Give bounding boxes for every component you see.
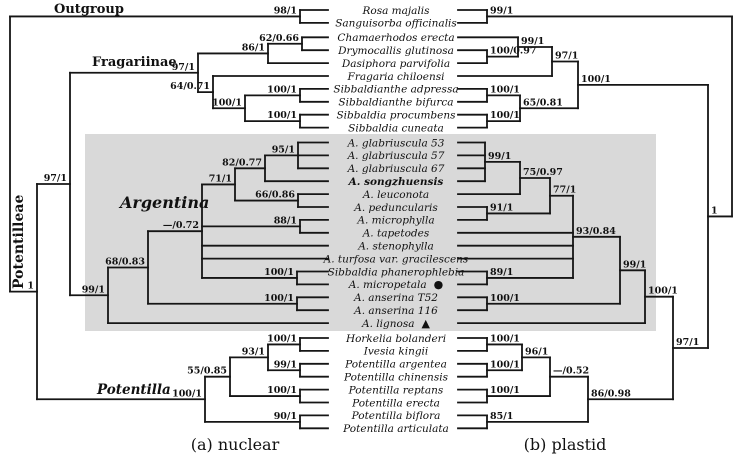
support-value: 90/1 (274, 411, 297, 422)
support-value: 100/1 (648, 286, 678, 297)
tip-label: Potentilla biflora (351, 410, 441, 422)
tip-label: Sibbaldia cuneata (348, 122, 444, 134)
tip-label: Potentilla chinensis (343, 372, 449, 384)
support-value: 100/1 (264, 293, 294, 304)
support-value: 100/0.97 (490, 46, 536, 57)
support-value: 100/1 (581, 74, 611, 85)
support-value: 99/1 (623, 259, 646, 270)
support-value: 100/1 (212, 97, 242, 108)
tip-label: A. peduncularis (353, 202, 438, 214)
tip-label: Sibbaldia phanerophlebia (328, 266, 465, 278)
support-value: 89/1 (490, 267, 513, 278)
support-value: 98/1 (274, 5, 297, 16)
support-value: 1 (27, 281, 34, 292)
support-value: 97/1 (676, 337, 699, 348)
tip-label: Potentilla articulata (342, 423, 449, 435)
support-value: 86/1 (242, 42, 265, 53)
tip-label: Sibbaldianthe adpressa (333, 84, 458, 96)
support-value: 77/1 (553, 185, 576, 196)
support-value: 91/1 (490, 202, 513, 213)
support-value: 55/0.85 (187, 366, 227, 377)
tip-label: Ivesia kingii (363, 346, 429, 358)
tip-label: A. tapetodes (362, 228, 430, 240)
potentilla-label: Potentilla (97, 382, 171, 398)
filled-circle-marker: ● (434, 278, 444, 291)
potentilleae-label: Potentilleae (11, 194, 27, 289)
tip-label: A. glabriuscula 53 (347, 137, 445, 149)
tip-label: Drymocallis glutinosa (337, 45, 454, 57)
argentina-label: Argentina (120, 193, 210, 212)
support-value: —/0.52 (553, 366, 589, 377)
tip-label: Sibbaldia procumbens (336, 110, 456, 122)
support-value: 82/0.77 (222, 157, 262, 168)
support-value: 97/1 (172, 62, 195, 73)
support-value: 100/1 (490, 359, 520, 370)
support-value: 100/1 (490, 385, 520, 396)
outgroup-label: Outgroup (54, 2, 124, 17)
support-value: 85/1 (490, 411, 513, 422)
support-value: 100/1 (267, 110, 297, 121)
support-value: 65/0.81 (523, 97, 563, 108)
support-value: 99/1 (82, 284, 105, 295)
tip-label: Horkelia bolanderi (345, 333, 446, 345)
support-value: 100/1 (267, 385, 297, 396)
support-value: 99/1 (488, 151, 511, 162)
tip-label: A. glabriuscula 57 (347, 150, 445, 162)
support-value: 100/1 (264, 267, 294, 278)
caption-nuclear: (a) nuclear (190, 435, 280, 454)
tip-label: Sibbaldianthe bifurca (338, 97, 453, 109)
support-value: 64/0.71 (170, 81, 210, 92)
support-value: 75/0.97 (523, 167, 563, 178)
tip-label: A. anserina T52 (353, 292, 438, 304)
support-value: 97/1 (44, 173, 67, 184)
support-value: 97/1 (555, 50, 578, 61)
tip-label: Rosa majalis (361, 5, 430, 17)
tip-label: Potentilla argentea (344, 359, 447, 371)
filled-triangle-marker: ▲ (421, 317, 430, 330)
tip-label: Fragaria chiloensi (347, 71, 445, 83)
tip-label: A. songzhuensis (348, 176, 444, 188)
tip-label: A. glabriuscula 67 (347, 163, 445, 175)
tip-label: A. lignosa ▲ (361, 317, 430, 330)
support-value: 100/1 (267, 333, 297, 344)
tip-label: Potentilla erecta (351, 397, 440, 409)
support-value: 99/1 (490, 5, 513, 16)
tip-label: A. turfosa var. gracilescens (323, 253, 469, 265)
fragariinae-label: Fragariinae (92, 55, 177, 70)
caption-plastid: (b) plastid (523, 435, 607, 454)
support-value: —/0.72 (163, 220, 199, 231)
support-value: 99/1 (274, 359, 297, 370)
tip-label: Potentilla reptans (348, 384, 444, 396)
support-value: 100/1 (490, 84, 520, 95)
support-value: 100/1 (172, 388, 202, 399)
support-value: 88/1 (274, 215, 297, 226)
support-value: 100/1 (490, 293, 520, 304)
support-value: 68/0.83 (105, 256, 145, 267)
tip-label: Dasiphora parvifolia (341, 58, 450, 70)
support-value: 100/1 (490, 333, 520, 344)
tip-label: A. stenophylla (357, 241, 434, 253)
support-value: 100/1 (267, 84, 297, 95)
support-value: 96/1 (525, 346, 548, 357)
support-value: 99/1 (521, 36, 544, 47)
tip-label: Chamaerhodos erecta (337, 32, 454, 44)
support-value: 100/1 (490, 110, 520, 121)
support-value: 71/1 (209, 173, 232, 184)
tip-label: Sanguisorba officinalis (335, 18, 457, 30)
support-value: 1 (711, 205, 718, 216)
support-value: 95/1 (272, 144, 295, 155)
support-value: 66/0.86 (255, 190, 295, 201)
support-value: 86/0.98 (591, 388, 631, 399)
tip-label: A. anserina 116 (353, 305, 438, 317)
tip-label: A. leuconota (362, 189, 429, 201)
support-value: 93/0.84 (576, 226, 616, 237)
support-value: 93/1 (242, 346, 265, 357)
tip-label: A. microphylla (356, 215, 434, 227)
tip-label: A. micropetala ● (348, 278, 443, 291)
support-value: 62/0.66 (259, 33, 299, 44)
